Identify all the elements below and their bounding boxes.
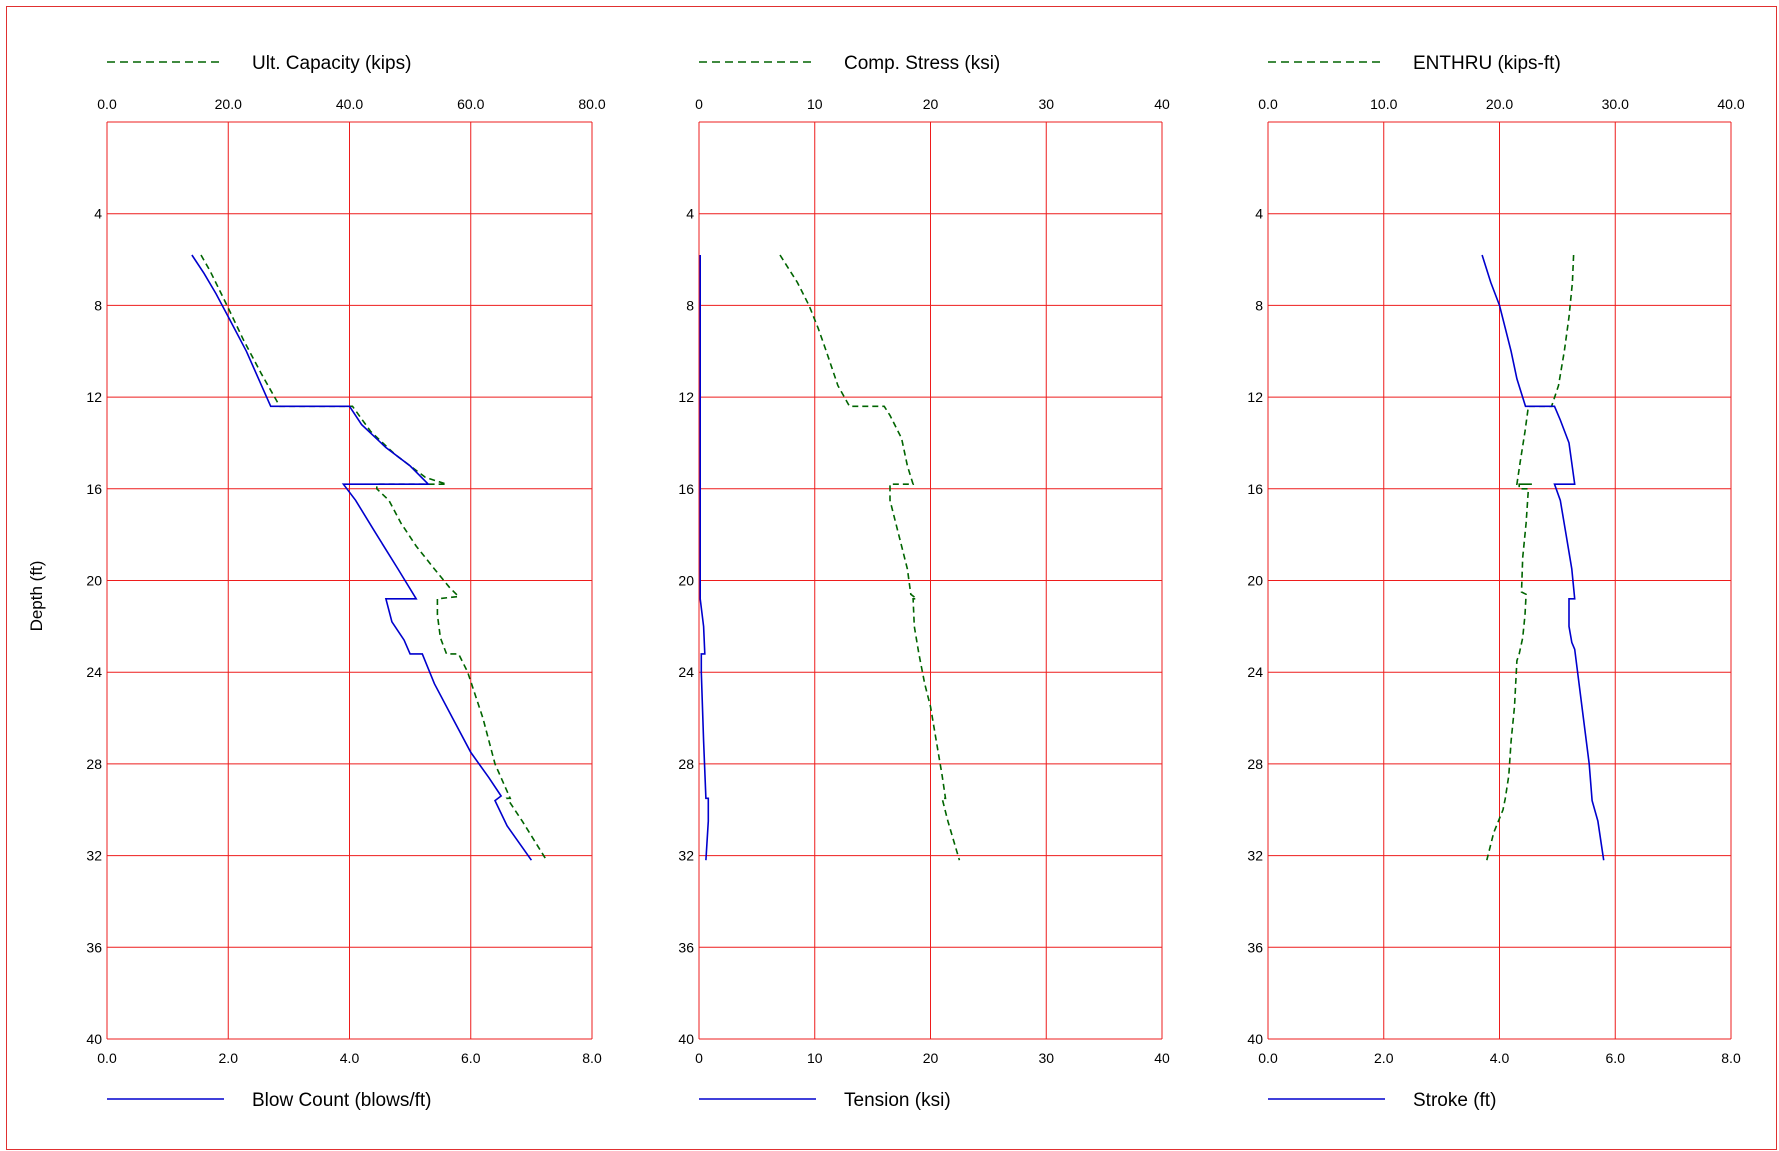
y-tick-label: 32: [1247, 848, 1263, 864]
legend-label-bottom: Blow Count (blows/ft): [252, 1090, 432, 1111]
y-tick-label: 20: [678, 573, 694, 589]
y-tick-label: 32: [86, 848, 102, 864]
y-tick-label: 36: [86, 939, 102, 955]
depth-axis-label: Depth (ft): [27, 561, 46, 632]
y-tick-label: 24: [86, 664, 102, 680]
top-x-tick-label: 80.0: [578, 96, 605, 112]
y-tick-label: 8: [1255, 297, 1263, 313]
chart-panel-3: 4 8 12 16 20 24 28 32 36 40 0.0 10.0 20.0 30.0 40.0 0.0…: [1247, 53, 1744, 1111]
top-x-tick-label: 30: [1038, 96, 1054, 112]
y-tick-label: 12: [678, 389, 694, 405]
bottom-x-tick-label: 2.0: [1374, 1050, 1394, 1066]
top-x-tick-label: 10.0: [1370, 96, 1397, 112]
bottom-x-tick-label: 0: [695, 1050, 703, 1066]
top-x-tick-label: 20: [923, 96, 939, 112]
bottom-x-tick-label: 40: [1154, 1050, 1170, 1066]
bottom-x-tick-label: 20: [923, 1050, 939, 1066]
y-tick-label: 28: [1247, 756, 1263, 772]
y-tick-label: 24: [678, 664, 694, 680]
y-tick-label: 28: [86, 756, 102, 772]
top-x-tick-label: 30.0: [1602, 96, 1629, 112]
top-x-tick-label: 0: [695, 96, 703, 112]
top-x-tick-label: 60.0: [457, 96, 484, 112]
y-tick-label: 28: [678, 756, 694, 772]
y-tick-label: 4: [686, 206, 694, 222]
legend-label-top: Comp. Stress (ksi): [844, 53, 1000, 74]
y-tick-label: 36: [1247, 939, 1263, 955]
y-tick-label: 4: [94, 206, 102, 222]
bottom-x-tick-label: 10: [807, 1050, 823, 1066]
legend-label-bottom: Tension (ksi): [844, 1090, 951, 1111]
y-tick-label: 20: [1247, 573, 1263, 589]
bottom-x-tick-label: 4.0: [1490, 1050, 1510, 1066]
y-tick-label: 40: [1247, 1031, 1263, 1047]
y-tick-label: 40: [86, 1031, 102, 1047]
y-tick-label: 36: [678, 939, 694, 955]
series-line-bottom-axis: [191, 254, 533, 861]
series-line-top-axis: [200, 254, 548, 861]
legend-label-top: ENTHRU (kips-ft): [1413, 53, 1561, 74]
bottom-x-tick-label: 6.0: [461, 1050, 481, 1066]
y-tick-label: 8: [686, 297, 694, 313]
y-tick-label: 16: [678, 481, 694, 497]
top-x-tick-label: 10: [807, 96, 823, 112]
top-x-tick-label: 0.0: [1258, 96, 1278, 112]
bottom-x-tick-label: 8.0: [582, 1050, 602, 1066]
series-line-bottom-axis: [699, 255, 710, 861]
chart-panel-1: 4 8 12 16 20 24 28 32 36 40 0.0 20.0 40.0 60.0 80.0 0.0…: [86, 53, 605, 1111]
bottom-x-tick-label: 0.0: [1258, 1050, 1278, 1066]
bottom-x-tick-label: 30: [1038, 1050, 1054, 1066]
top-x-tick-label: 40.0: [336, 96, 363, 112]
legend-label-bottom: Stroke (ft): [1413, 1090, 1496, 1111]
chart-frame: [6, 6, 1777, 1150]
bottom-x-tick-label: 6.0: [1606, 1050, 1626, 1066]
top-x-tick-label: 20.0: [215, 96, 242, 112]
series-line-top-axis: [779, 254, 961, 861]
series-line-top-axis: [1486, 254, 1575, 861]
bottom-x-tick-label: 8.0: [1721, 1050, 1741, 1066]
y-tick-label: 20: [86, 573, 102, 589]
y-tick-label: 4: [1255, 206, 1263, 222]
bottom-x-tick-label: 4.0: [340, 1050, 360, 1066]
y-tick-label: 8: [94, 297, 102, 313]
y-tick-label: 40: [678, 1031, 694, 1047]
y-tick-label: 32: [678, 848, 694, 864]
top-x-tick-label: 40.0: [1717, 96, 1744, 112]
bottom-x-tick-label: 2.0: [219, 1050, 239, 1066]
top-x-tick-label: 20.0: [1486, 96, 1513, 112]
y-tick-label: 12: [86, 389, 102, 405]
y-tick-label: 24: [1247, 664, 1263, 680]
series-line-bottom-axis: [1481, 254, 1605, 861]
top-x-tick-label: 40: [1154, 96, 1170, 112]
y-tick-label: 16: [86, 481, 102, 497]
y-tick-label: 16: [1247, 481, 1263, 497]
y-tick-label: 12: [1247, 389, 1263, 405]
top-x-tick-label: 0.0: [97, 96, 117, 112]
legend-label-top: Ult. Capacity (kips): [252, 53, 411, 74]
bottom-x-tick-label: 0.0: [97, 1050, 117, 1066]
